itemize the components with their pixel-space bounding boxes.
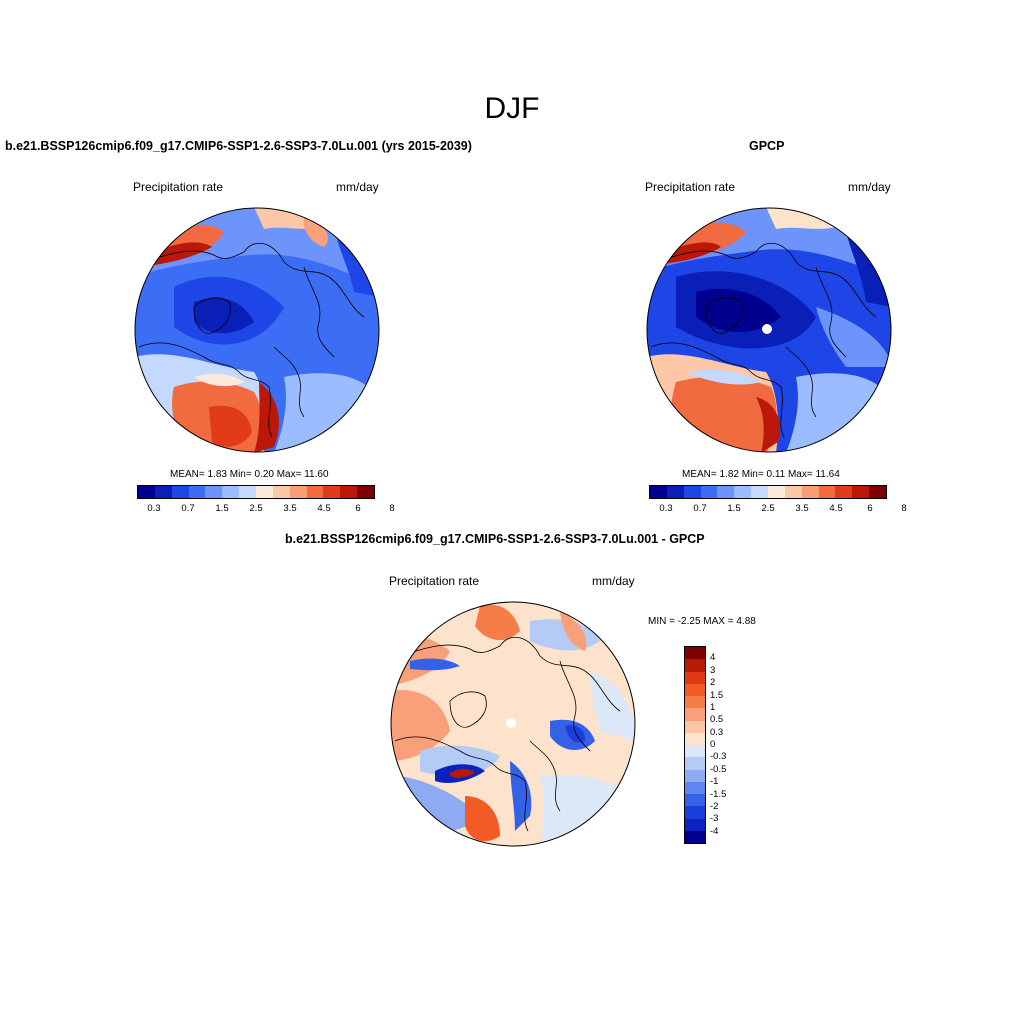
diff-colorbar-swatch [685,769,705,782]
model-colorbar-swatch [306,486,324,498]
obs-colorbar-swatch [818,486,836,498]
diff-colorbar-tick-label: -1 [710,776,719,788]
obs-panel-title: GPCP [749,139,785,153]
diff-colorbar-swatch [685,659,705,672]
model-polar-map [134,207,380,453]
diff-colorbar-tick-label: 0.5 [710,714,724,726]
diff-colorbar-swatch [685,683,705,696]
model-colorbar-swatch [272,486,290,498]
obs-colorbar-swatch [835,486,853,498]
obs-colorbar-swatch [801,486,819,498]
figure-title: DJF [484,92,540,125]
diff-variable-label: Precipitation rate [389,574,480,588]
diff-units-label: mm/day [592,574,635,588]
model-colorbar-tick-label: 8 [389,503,395,514]
diff-colorbar-tick-label: -0.3 [710,751,727,763]
diff-colorbar-swatch [685,830,705,843]
obs-colorbar-tick-label: 8 [901,503,907,514]
obs-colorbar-tick-label: 0.3 [659,503,673,514]
model-stats: MEAN= 1.83 Min= 0.20 Max= 11.60 [170,469,329,480]
obs-colorbar-swatch [852,486,870,498]
obs-colorbar-swatch [683,486,701,498]
obs-polar-map [646,207,892,453]
diff-colorbar-swatch [685,806,705,819]
model-colorbar-swatch [289,486,307,498]
model-colorbar-swatch [239,486,257,498]
obs-colorbar-tick-label: 6 [867,503,873,514]
model-colorbar-tick-label: 4.5 [317,503,331,514]
model-colorbar-tick-label: 0.3 [147,503,161,514]
obs-colorbar-swatch [751,486,769,498]
model-variable-label: Precipitation rate [133,180,224,194]
obs-colorbar-swatch [666,486,684,498]
diff-stats: MIN = -2.25 MAX = 4.88 [648,616,756,627]
diff-colorbar-swatch [685,647,705,660]
diff-colorbar-swatch [685,757,705,770]
diff-colorbar-tick-label: -2 [710,800,719,812]
obs-colorbar-swatch [717,486,735,498]
diff-colorbar-swatch [685,745,705,758]
model-colorbar-swatch [340,486,358,498]
obs-colorbar-tick-label: 2.5 [761,503,775,514]
diff-colorbar-tick-label: 0 [710,739,716,750]
model-colorbar-swatch [357,486,375,498]
model-colorbar-swatch [188,486,206,498]
obs-colorbar-tick-label: 4.5 [829,503,843,514]
obs-variable-label: Precipitation rate [645,180,736,194]
diff-colorbar-tick-label: 3 [710,664,716,676]
diff-colorbar-tick-label: -0.5 [710,763,727,775]
diff-colorbar-swatch [685,794,705,807]
diff-colorbar-swatch [685,781,705,794]
obs-colorbar-swatch [650,486,667,498]
model-colorbar [137,485,375,499]
model-colorbar-ticks: 0.3 0.7 1.5 2.5 3.5 4.5 6 8 [137,503,394,515]
diff-colorbar [684,646,706,844]
obs-colorbar-swatch [768,486,785,498]
diff-colorbar-ticks: 4 3 2 1.5 1 0.5 0.3 0 -0.3 -0.5 -1 -1.5 -2 -3 -4 [710,646,750,844]
obs-colorbar-swatch [734,486,752,498]
diff-colorbar-tick-label: 1.5 [710,689,724,701]
diff-colorbar-swatch [685,708,705,721]
diff-colorbar-tick-label: 0.3 [710,726,724,738]
model-panel-title: b.e21.BSSP126cmip6.f09_g17.CMIP6-SSP1-2.… [5,139,472,153]
obs-stats: MEAN= 1.82 Min= 0.11 Max= 11.64 [682,469,840,480]
model-colorbar-tick-label: 3.5 [283,503,297,514]
model-colorbar-tick-label: 2.5 [249,503,263,514]
obs-colorbar-ticks: 0.3 0.7 1.5 2.5 3.5 4.5 6 8 [649,503,906,515]
obs-colorbar-swatch [784,486,802,498]
obs-units-label: mm/day [848,180,891,194]
model-colorbar-swatch [256,486,273,498]
model-colorbar-tick-label: 1.5 [215,503,229,514]
obs-colorbar-tick-label: 3.5 [795,503,809,514]
model-colorbar-swatch [222,486,240,498]
model-units-label: mm/day [336,180,379,194]
model-colorbar-swatch [205,486,223,498]
model-colorbar-tick-label: 6 [355,503,361,514]
obs-colorbar [649,485,887,499]
diff-colorbar-tick-label: -3 [710,813,719,825]
model-colorbar-swatch [323,486,341,498]
diff-colorbar-tick-label: 1 [710,701,716,713]
model-colorbar-swatch [171,486,189,498]
diff-colorbar-tick-label: 2 [710,677,716,689]
model-colorbar-swatch [154,486,172,498]
diff-colorbar-tick-label: -1.5 [710,788,727,800]
obs-colorbar-tick-label: 1.5 [727,503,741,514]
diff-colorbar-swatch [685,720,705,733]
diff-colorbar-swatch [685,732,705,745]
diff-colorbar-swatch [685,696,705,709]
model-colorbar-swatch [138,486,155,498]
diff-colorbar-tick-label: 4 [710,652,716,664]
diff-panel-title: b.e21.BSSP126cmip6.f09_g17.CMIP6-SSP1-2.… [285,532,705,546]
obs-colorbar-swatch [700,486,718,498]
diff-colorbar-swatch [685,671,705,684]
model-colorbar-tick-label: 0.7 [181,503,195,514]
diff-polar-map [390,601,636,847]
diff-colorbar-swatch [685,818,705,831]
obs-colorbar-tick-label: 0.7 [693,503,707,514]
diff-colorbar-tick-label: -4 [710,825,719,837]
obs-colorbar-swatch [869,486,887,498]
